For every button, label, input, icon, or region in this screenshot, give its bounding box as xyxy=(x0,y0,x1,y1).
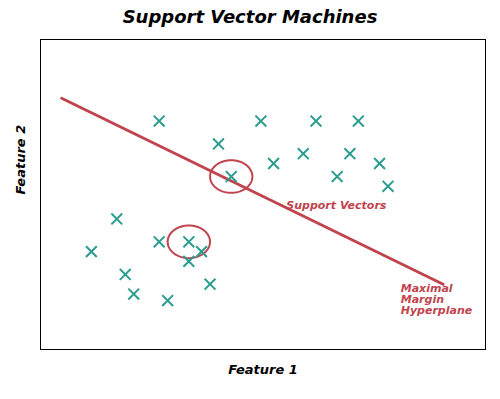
html-text:Support Vector Machines: Support Vector Machines xyxy=(122,6,378,27)
svg-text:Support Vectors: Support Vectors xyxy=(286,199,387,212)
svg-text:Feature 2: Feature 2 xyxy=(13,125,28,195)
svg-text:MaximalMarginHyperplane: MaximalMarginHyperplane xyxy=(401,282,473,317)
svg-text:Feature 1: Feature 1 xyxy=(228,362,298,377)
